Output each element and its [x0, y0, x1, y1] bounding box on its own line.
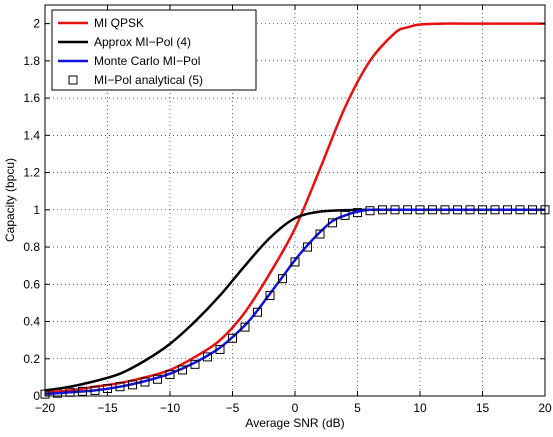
marker-mi-pol-analytical-5: [190, 359, 200, 369]
series-line-monte-carlo-mi-pol: [44, 208, 545, 396]
legend-label-mi-pol-analytical-5: MI−Pol analytical (5): [94, 73, 203, 87]
series-layer: [40, 22, 550, 399]
y-axis-label: Capacity (bpcu): [3, 158, 17, 242]
x-tick-label: −15: [97, 401, 118, 415]
y-tick-label: 0.4: [23, 315, 40, 329]
marker-mi-pol-analytical-5: [528, 205, 537, 215]
y-tick-label: 0.8: [23, 240, 40, 254]
legend-box: [51, 9, 257, 91]
y-tick-label: 1.2: [23, 166, 40, 180]
marker-mi-pol-analytical-5: [203, 352, 212, 362]
y-tick-label: 1.4: [23, 128, 40, 142]
marker-mi-pol-analytical-5: [215, 344, 225, 354]
marker-mi-pol-analytical-5: [240, 322, 250, 332]
legend: MI QPSK Approx MI−Pol (4) Monte Carlo MI−P…: [51, 9, 257, 91]
marker-mi-pol-analytical-5: [165, 370, 175, 380]
marker-mi-pol-analytical-5: [253, 307, 262, 317]
marker-mi-pol-analytical-5: [140, 377, 150, 387]
marker-mi-pol-analytical-5: [315, 229, 325, 239]
marker-mi-pol-analytical-5: [403, 205, 412, 215]
y-tick-label: 0.2: [23, 352, 40, 366]
y-tick-label: 2: [33, 17, 40, 31]
marker-mi-pol-analytical-5: [178, 365, 187, 375]
marker-mi-pol-analytical-5: [515, 205, 525, 215]
marker-mi-pol-analytical-5: [278, 274, 287, 284]
marker-mi-pol-analytical-5: [328, 218, 337, 228]
x-tick-label: −20: [35, 401, 56, 415]
marker-mi-pol-analytical-5: [428, 205, 437, 215]
marker-mi-pol-analytical-5: [390, 205, 400, 215]
marker-mi-pol-analytical-5: [128, 380, 137, 390]
marker-mi-pol-analytical-5: [378, 205, 387, 215]
marker-mi-pol-analytical-5: [153, 374, 162, 384]
marker-mi-pol-analytical-5: [465, 205, 475, 215]
marker-mi-pol-analytical-5: [365, 206, 375, 216]
x-tick-label: 20: [538, 401, 552, 415]
marker-mi-pol-analytical-5: [490, 205, 500, 215]
marker-mi-pol-analytical-5: [478, 205, 487, 215]
marker-mi-pol-analytical-5: [453, 205, 462, 215]
marker-mi-pol-analytical-5: [415, 205, 425, 215]
y-tick-label: 1.6: [23, 91, 40, 105]
marker-mi-pol-analytical-5: [78, 386, 87, 396]
x-tick-label: 15: [476, 401, 490, 415]
marker-mi-pol-analytical-5: [265, 290, 275, 300]
axis-ticks: −20 −15 −10 −5 0 5 10 15 20 0 0.2 0.4 0.6 0.8 1 1.2 1.4 1…: [23, 5, 552, 415]
marker-mi-pol-analytical-5: [503, 205, 512, 215]
x-tick-label: −5: [226, 401, 240, 415]
x-tick-label: 0: [292, 401, 299, 415]
marker-mi-pol-analytical-5: [90, 385, 100, 395]
y-tick-label: 0: [33, 389, 40, 403]
legend-label-monte-carlo-mi-pol: Monte Carlo MI−Pol: [94, 54, 200, 68]
marker-mi-pol-analytical-5: [228, 333, 237, 343]
x-tick-label: −10: [160, 401, 181, 415]
marker-mi-pol-analytical-5: [303, 242, 312, 252]
x-tick-label: 10: [413, 401, 427, 415]
marker-mi-pol-analytical-5: [290, 257, 300, 267]
x-axis-label: Average SNR (dB): [245, 416, 344, 430]
x-tick-label: 5: [354, 401, 361, 415]
y-tick-label: 0.6: [23, 277, 40, 291]
marker-mi-pol-analytical-5: [353, 208, 362, 218]
legend-swatch-mi-pol-analytical-5: [68, 75, 78, 85]
marker-mi-pol-analytical-5: [440, 205, 450, 215]
y-tick-label: 1: [33, 203, 40, 217]
legend-label-mi-qpsk: MI QPSK: [94, 16, 144, 30]
legend-label-approx-mi-pol-4: Approx MI−Pol (4): [94, 35, 191, 49]
y-tick-label: 1.8: [23, 54, 40, 68]
marker-mi-pol-analytical-5: [340, 210, 350, 220]
marker-mi-pol-analytical-5: [115, 382, 125, 392]
marker-mi-pol-analytical-5: [53, 388, 62, 398]
series-line-mi-qpsk: [44, 22, 545, 394]
